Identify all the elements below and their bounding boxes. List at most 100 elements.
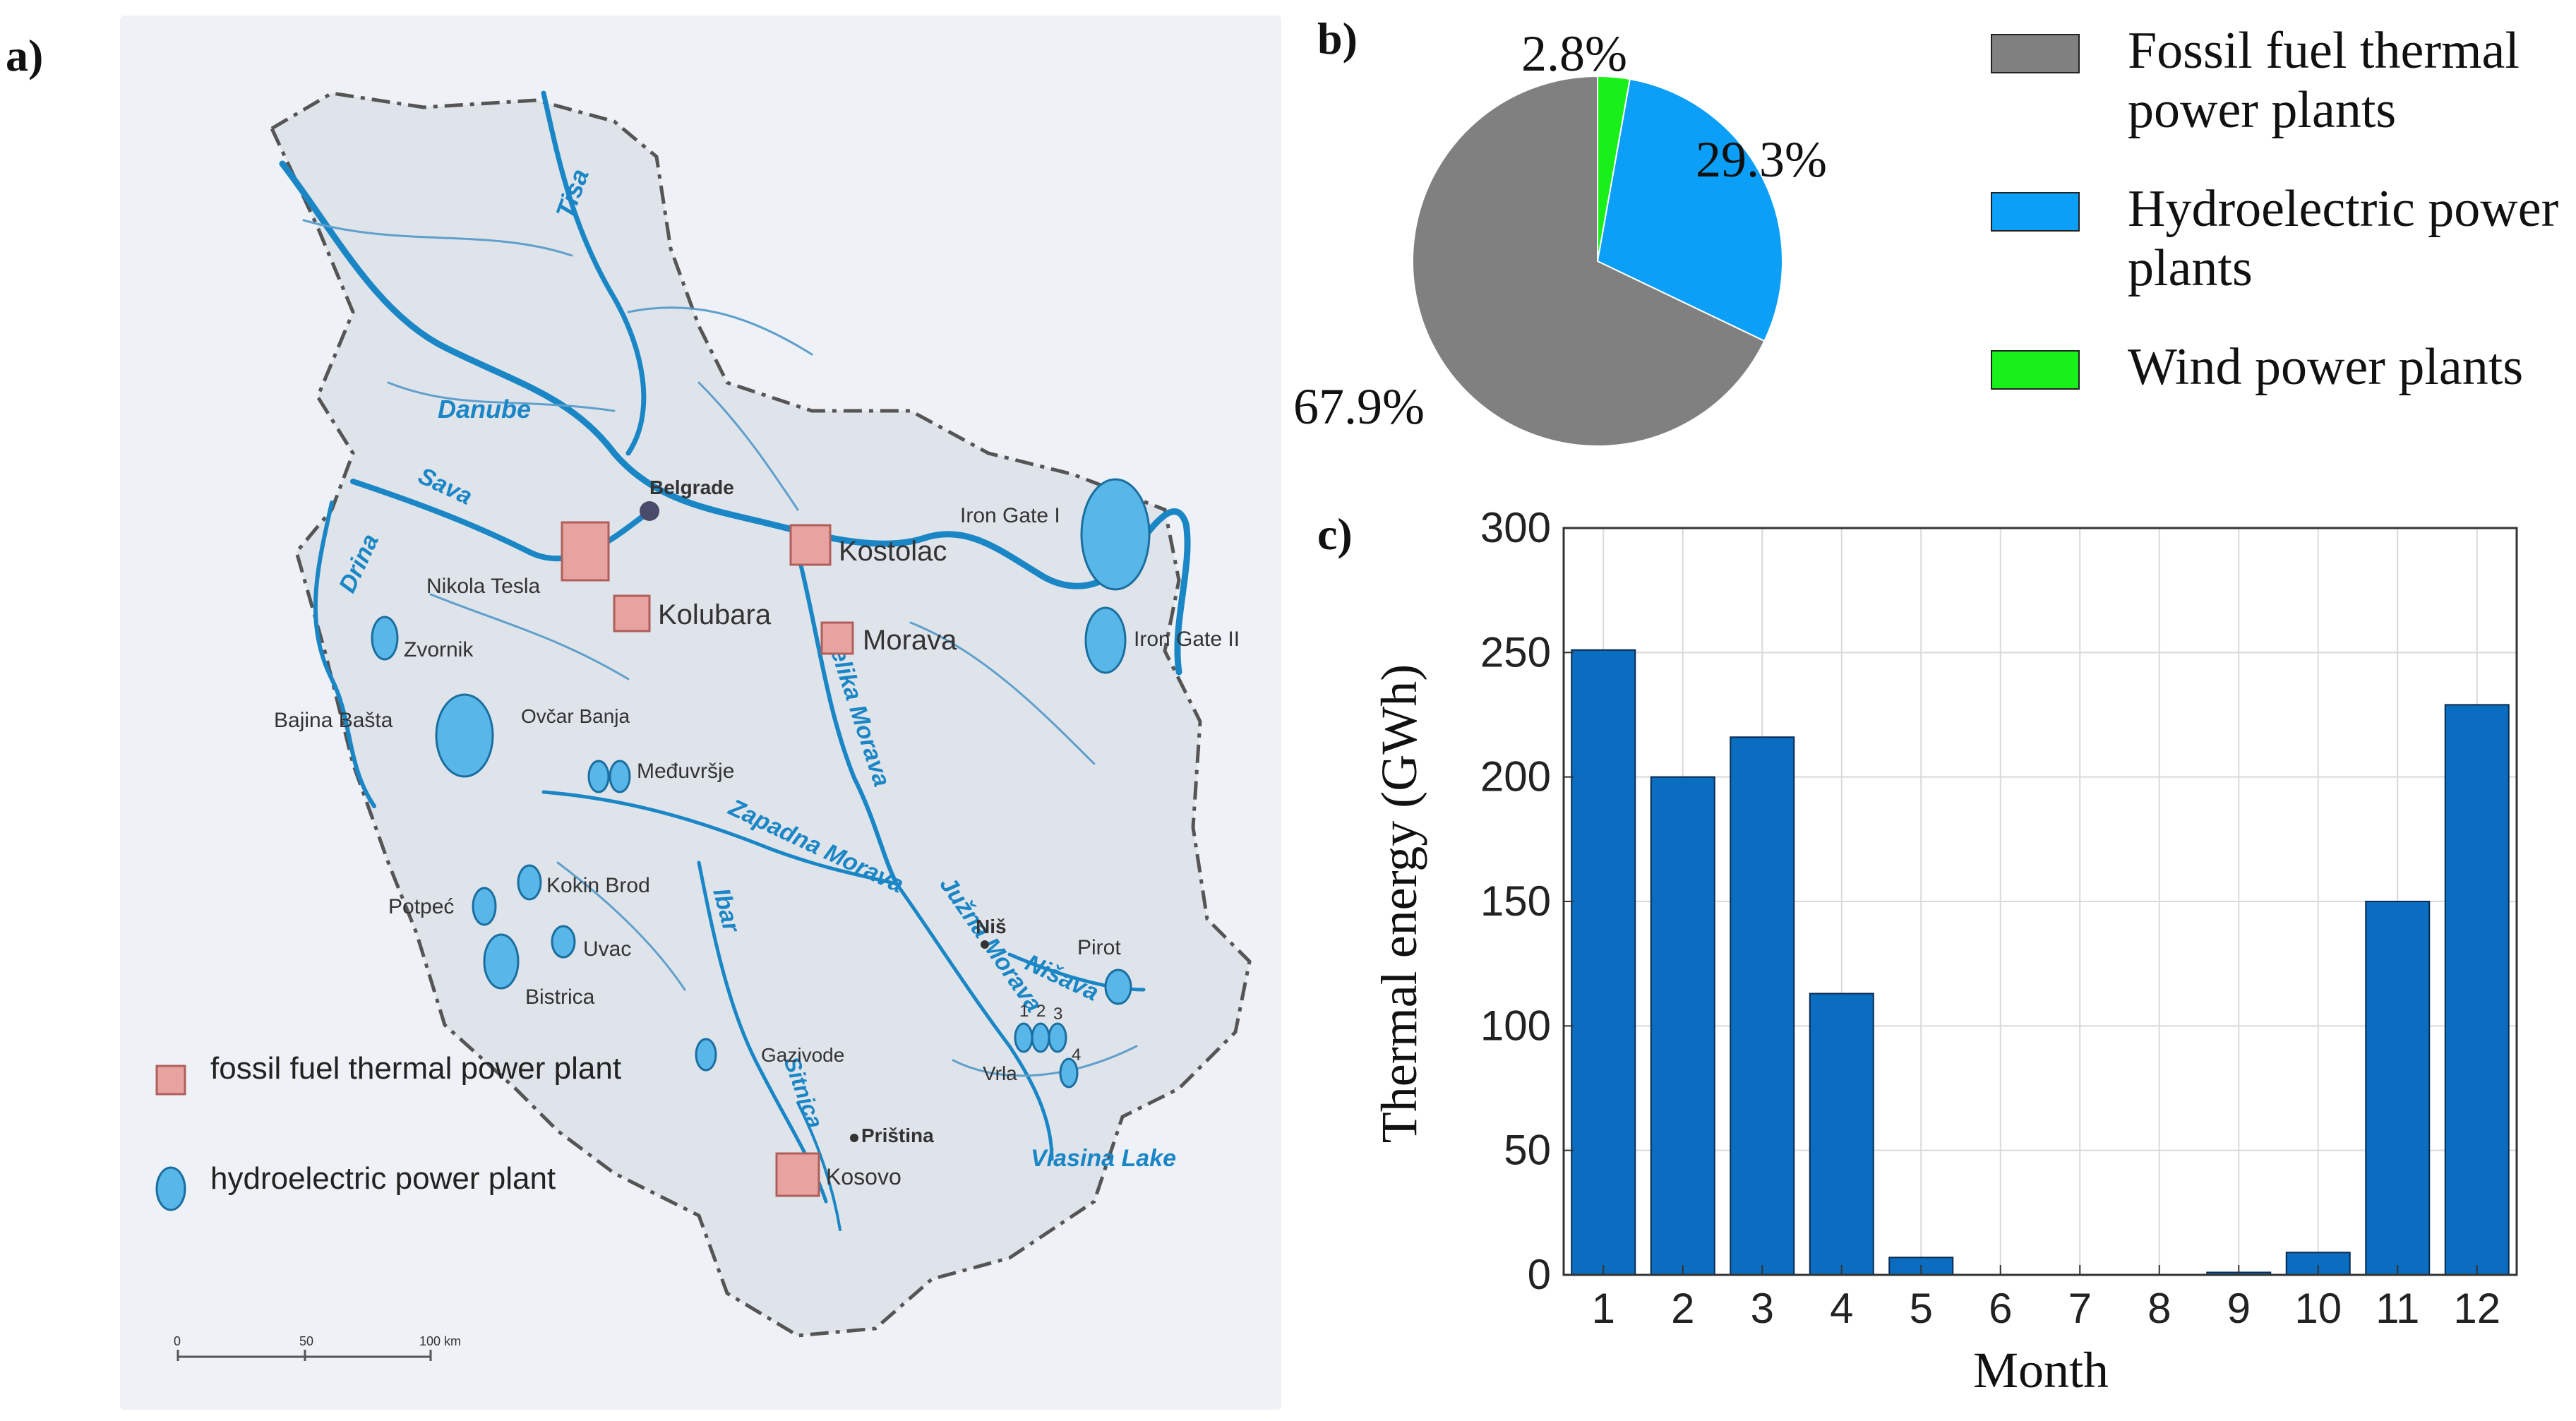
bar-month-2 [1650, 776, 1715, 1276]
sitnica-river [796, 1101, 841, 1231]
x-tick-label: 2 [1671, 1285, 1694, 1332]
drina-river [313, 500, 376, 808]
pie-slice-fossil [1412, 75, 1766, 447]
x-tick-label: 10 [2294, 1285, 2342, 1332]
y-axis-label: Thermal energy (GWh) [1371, 664, 1427, 1143]
thermal-marker-morava [820, 621, 854, 655]
pie-chart: 2.8% 29.3% 67.9% [1293, 25, 1827, 447]
hydro-marker-vrla-1 [1014, 1022, 1034, 1053]
thermal-label-nikola-tesla: Nikola Tesla [426, 575, 541, 598]
river-label-danube: Danube [438, 395, 531, 424]
pie-label-fossil: 67.9% [1293, 378, 1425, 435]
thermal-label-kostolac: Kostolac [839, 536, 947, 567]
x-axis-label: Month [1973, 1342, 2109, 1398]
hydro-marker-uvac [551, 925, 576, 959]
scale-label-50: 50 [299, 1334, 313, 1348]
pie-slices [1412, 75, 1783, 447]
x-tick-label: 6 [1989, 1285, 2012, 1332]
legend-item-hydro: Hydroelectric power plants [1991, 179, 2565, 298]
hydro-label-vrla: Vrla [983, 1062, 1017, 1084]
legend-item-wind: Wind power plants [1991, 337, 2565, 397]
hydro-marker-bistrica [483, 933, 520, 990]
y-tick-labels: 0 50 100 150 200 250 300 [1480, 504, 1551, 1298]
hydro-label-ovcar-banja: Ovčar Banja [521, 705, 630, 727]
bar-month-12 [2444, 704, 2510, 1276]
thermal-marker-kolubara [613, 594, 651, 632]
legend-item-fossil: Fossil fuel thermal power plants [1991, 21, 2565, 140]
legend-label-hydro: Hydroelectric power plants [2128, 180, 2559, 297]
velika-morava-river [796, 550, 899, 886]
y-tick-label: 100 [1480, 1002, 1551, 1049]
lake-label-vlasina: Vlasina Lake [1031, 1145, 1176, 1172]
hydro-marker-zvornik [371, 616, 399, 661]
map-panel: Tisa Danube Sava Drina Velika Morava Zap… [120, 16, 1281, 1410]
hydro-marker-vrla-3 [1048, 1022, 1067, 1053]
hydro-marker-ovcar-banja [587, 760, 610, 793]
pie-label-wind: 2.8% [1521, 25, 1627, 82]
x-tick-label: 1 [1592, 1285, 1615, 1332]
y-tick-label: 300 [1480, 504, 1551, 551]
hydro-marker-kokin-brod [517, 864, 542, 901]
x-tick-label: 7 [2068, 1285, 2092, 1332]
hydro-marker-gazivode [695, 1038, 717, 1072]
bar-axes [1562, 527, 2518, 1276]
hydro-label-bajina-basta: Bajina Bašta [274, 709, 393, 732]
thermal-plants: Nikola Tesla Kolubara Kostolac Morava Ko… [426, 521, 957, 1197]
pie-legend: Fossil fuel thermal power plants Hydroel… [1991, 21, 2570, 445]
panel-label-a: a) [6, 30, 44, 80]
hydro-marker-vrla-4 [1059, 1057, 1079, 1089]
hydro-marker-pirot [1104, 969, 1132, 1005]
hydro-label-bistrica: Bistrica [525, 985, 595, 1009]
hydro-marker-bajina-basta [435, 693, 494, 778]
y-tick-label: 200 [1480, 753, 1551, 801]
bar-month-11 [2365, 901, 2431, 1276]
cities: Belgrade Niš Priština [640, 476, 1007, 1146]
vrla-number-2: 2 [1036, 1002, 1046, 1021]
vrla-number-3: 3 [1053, 1005, 1062, 1024]
legend-hydro-label: hydroelectric power plant [210, 1161, 556, 1196]
hydro-label-iron-gate-2: Iron Gate II [1134, 628, 1240, 651]
tisa-river [541, 90, 647, 456]
panel-label-c: c) [1317, 509, 1353, 559]
thermal-marker-nikola-tesla [561, 521, 610, 582]
hydro-marker-vrla-2 [1031, 1022, 1050, 1053]
x-tick-label: 8 [2147, 1285, 2171, 1332]
panel-label-b: b) [1317, 13, 1358, 64]
city-label-pristina: Priština [861, 1125, 934, 1146]
y-tick-label: 150 [1480, 877, 1551, 925]
pristina-marker [850, 1134, 858, 1142]
hydro-label-uvac: Uvac [583, 937, 631, 961]
x-tick-label: 9 [2227, 1285, 2251, 1332]
danube-river [279, 160, 1191, 676]
bar-month-4 [1809, 993, 1874, 1276]
scale-bar: 0 50 100 km [174, 1334, 461, 1361]
belgrade-marker [640, 501, 659, 521]
x-tick-label: 4 [1830, 1285, 1853, 1332]
legend-label-wind: Wind power plants [2128, 338, 2524, 396]
thermal-marker-kostolac [789, 524, 832, 566]
legend-swatch-hydro [1991, 192, 2080, 232]
zapadna-morava-river [541, 790, 899, 886]
city-label-nis: Niš [976, 916, 1007, 937]
y-tick-label: 50 [1504, 1127, 1551, 1174]
thermal-marker-kosovo [775, 1152, 820, 1197]
plot-frame [1562, 527, 2518, 1276]
serbia-map: Tisa Danube Sava Drina Velika Morava Zap… [155, 90, 1252, 1361]
legend-swatch-wind [1991, 350, 2080, 390]
hydro-marker-potpec [472, 887, 497, 926]
hydro-plants: Iron Gate I Iron Gate II Zvornik Bajina … [274, 478, 1240, 1089]
bar-grid [1564, 527, 2517, 1276]
hydro-marker-meduvrsje [609, 760, 631, 793]
vrla-number-4: 4 [1072, 1045, 1081, 1065]
hydro-label-kokin-brod: Kokin Brod [546, 874, 650, 897]
scale-label-100: 100 km [419, 1334, 461, 1348]
x-tick-labels: 1 2 3 4 5 6 7 8 9 10 11 12 [1592, 1285, 2501, 1332]
scale-label-0: 0 [174, 1334, 181, 1348]
city-label-belgrade: Belgrade [649, 476, 734, 498]
x-tick-label: 3 [1751, 1285, 1774, 1332]
legend-thermal-label: fossil fuel thermal power plant [210, 1051, 621, 1086]
y-tick-label: 250 [1480, 628, 1551, 676]
juzna-morava-river [894, 882, 1054, 1161]
thermal-label-morava: Morava [863, 625, 957, 656]
